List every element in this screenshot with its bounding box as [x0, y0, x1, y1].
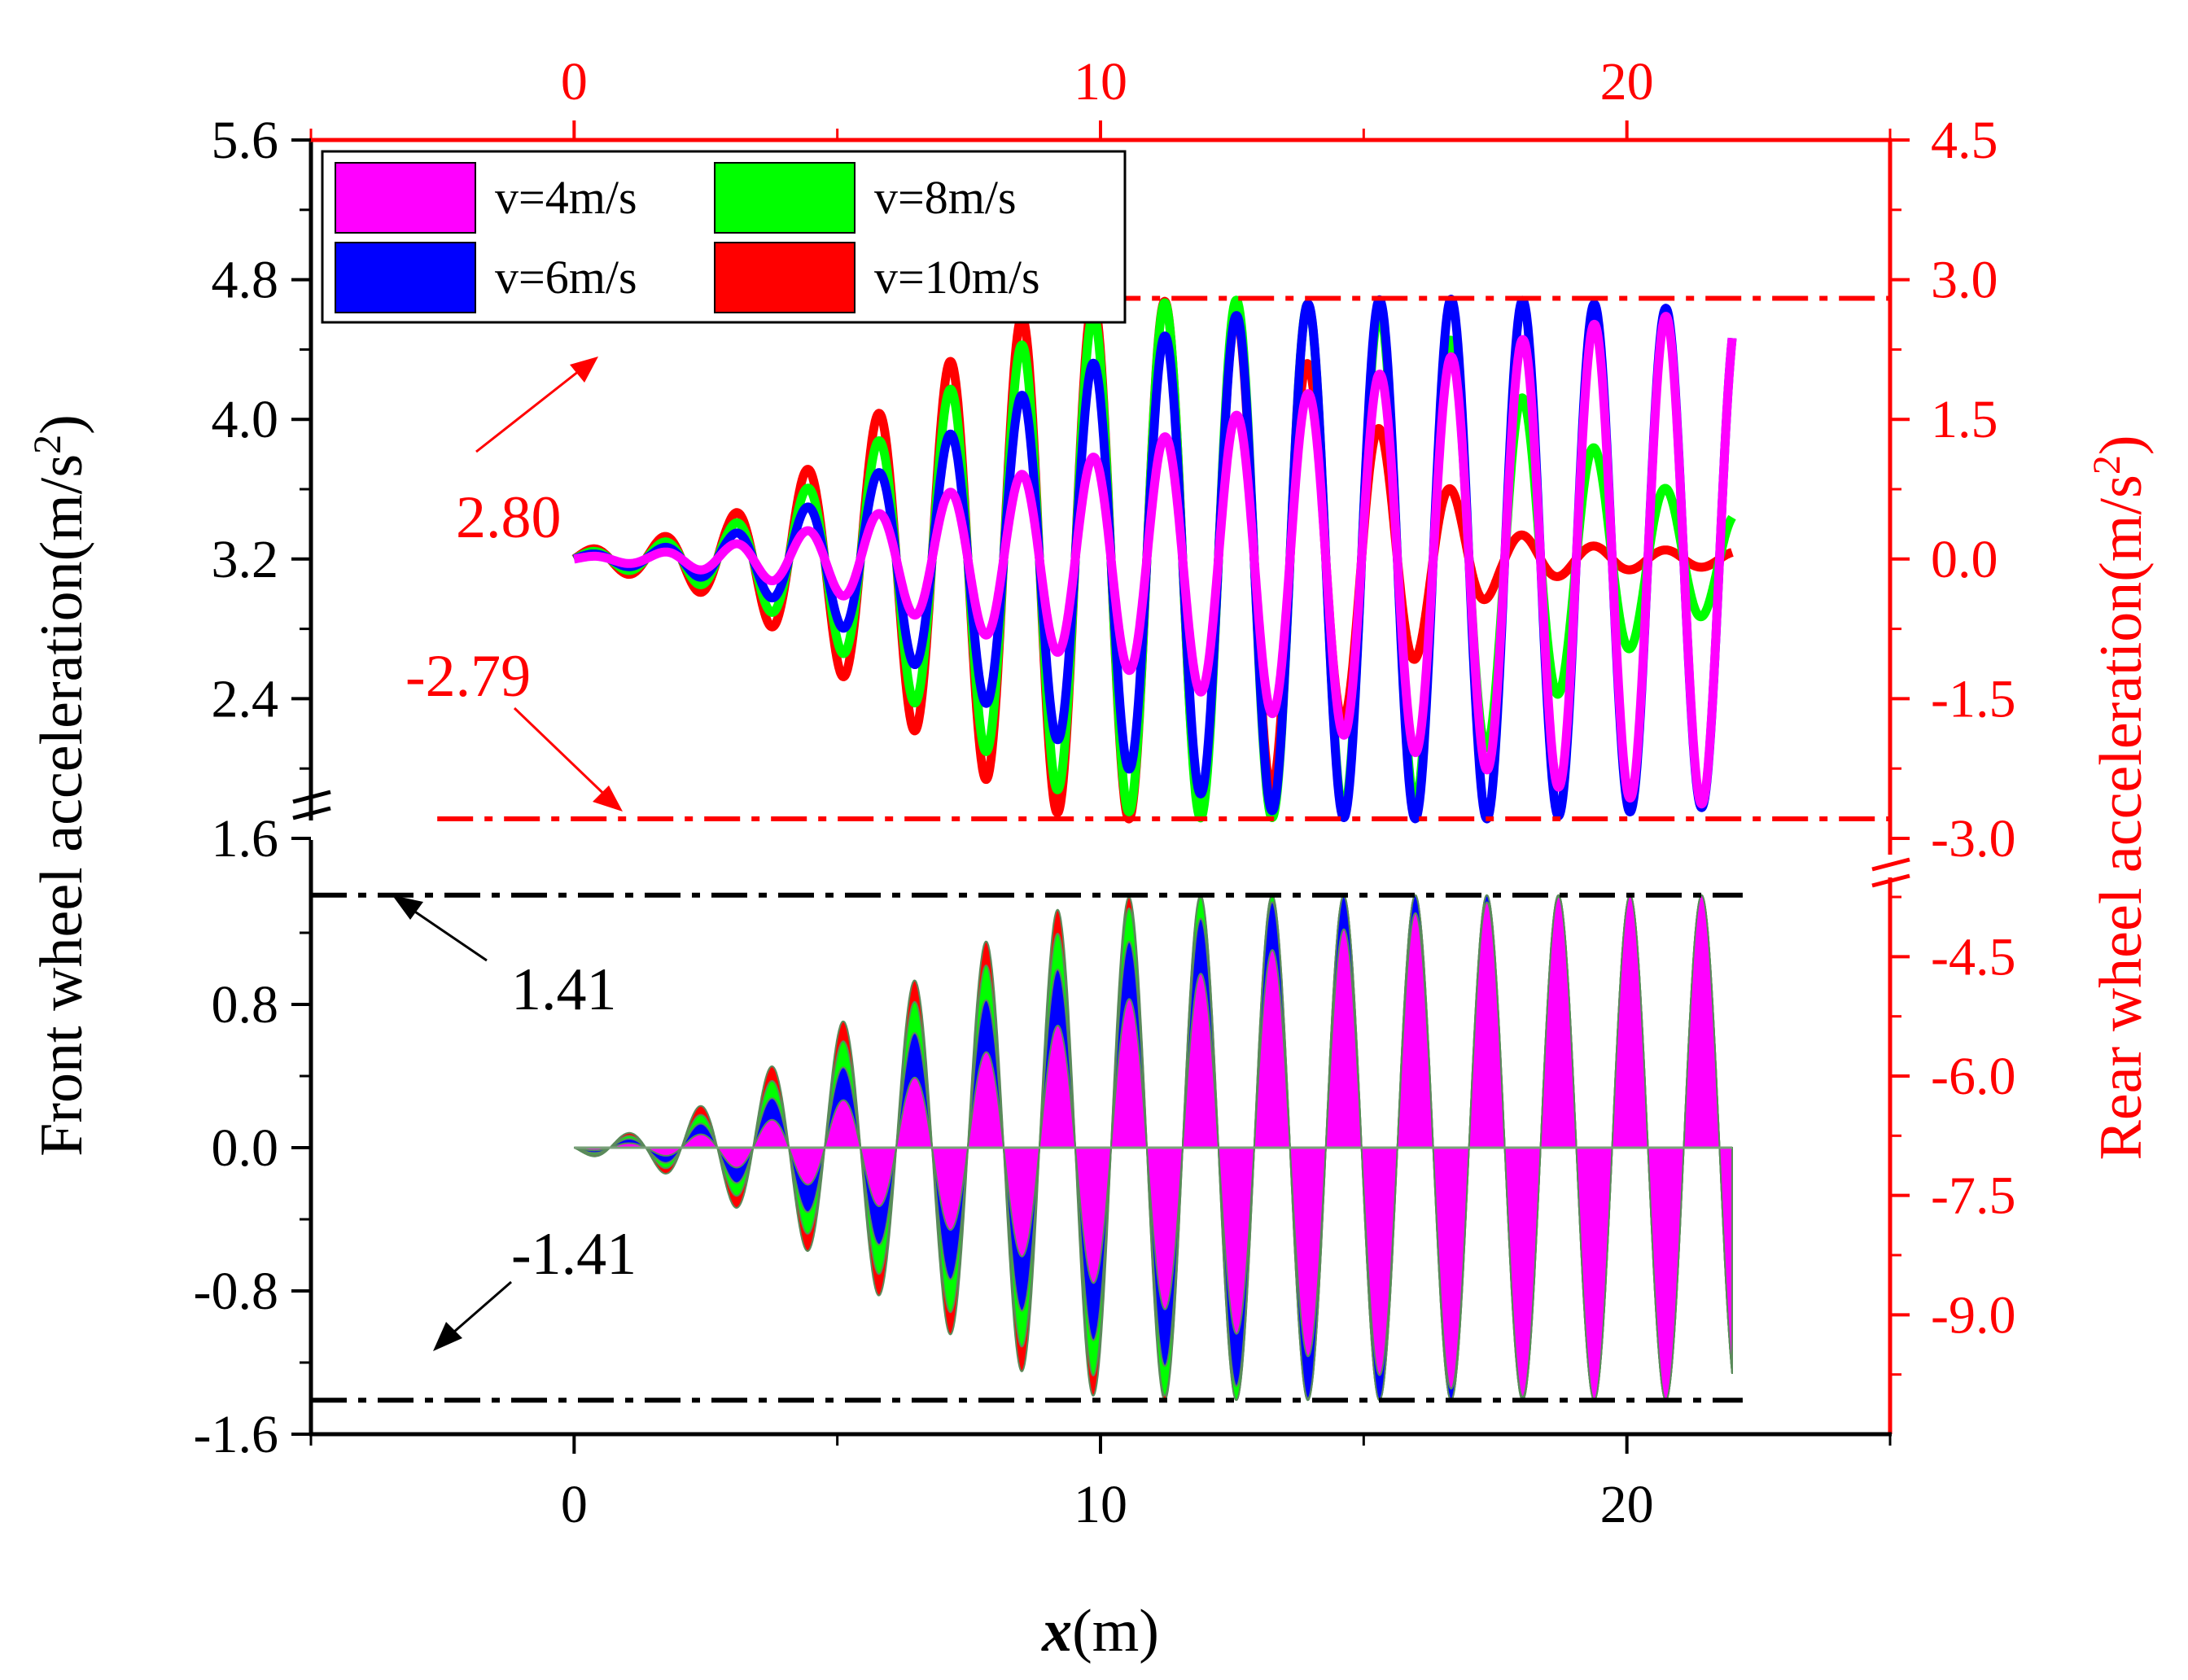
y-right-tick-label-lower: -7.5 — [1931, 1166, 2015, 1226]
annotations: 2.80 -2.79 1.41 -1.41 — [392, 357, 637, 1351]
legend: v=4m/s v=8m/s v=6m/s v=10m/s — [321, 150, 1127, 324]
reference-lines — [311, 295, 1890, 1403]
x-axis-unit: (m) — [1072, 1598, 1159, 1665]
right-axis-title-close: ) — [2088, 435, 2155, 456]
x-tick-label-top: 0 — [561, 52, 588, 112]
arrowhead-lower-max — [392, 895, 423, 920]
y-right-tick-label-upper: 4.5 — [1931, 111, 1998, 170]
legend-swatch-v8 — [714, 162, 856, 234]
y-left-tick-label-upper: 4.8 — [212, 251, 279, 310]
y-right-tick-label-upper: 1.5 — [1931, 390, 1998, 449]
x-axis-variable: x — [1041, 1598, 1072, 1665]
arrowhead-upper-min — [593, 785, 623, 812]
y-left-tick-label-upper: 1.6 — [212, 809, 279, 868]
y-right-tick-label-lower: -4.5 — [1931, 927, 2015, 987]
legend-swatch-v6 — [335, 242, 476, 313]
arrow-upper-min — [513, 707, 616, 806]
right-axis-break-mark — [1871, 857, 1910, 872]
left-axis-title-text: Front wheel acceleration(m/s — [28, 454, 95, 1157]
y-left-tick-label-lower: -0.8 — [194, 1262, 278, 1321]
right-axis-title: Rear wheel acceleration(m/s2) — [2085, 435, 2155, 1161]
arrowhead-lower-min — [433, 1322, 462, 1351]
y-right-tick-label-upper: -3.0 — [1931, 809, 2015, 868]
legend-label-v10: v=10m/s — [874, 251, 1040, 304]
x-tick-label-top: 10 — [1074, 52, 1127, 112]
y-left-tick-label-lower: 0.0 — [212, 1118, 279, 1178]
y-left-tick-label-upper: 4.0 — [212, 390, 279, 449]
y-left-tick-label-lower: -1.6 — [194, 1405, 278, 1464]
annotation-upper-max: 2.80 — [456, 484, 562, 551]
legend-label-v6: v=6m/s — [495, 251, 637, 304]
upper-panel-data — [570, 295, 1737, 824]
right-axis-title-sup: 2 — [2085, 455, 2129, 475]
arrow-upper-max — [475, 361, 591, 453]
annotation-lower-max: 1.41 — [511, 956, 617, 1023]
left-axis-title: Front wheel acceleration(m/s2) — [26, 414, 95, 1157]
y-left-tick-label-upper: 2.4 — [212, 669, 279, 728]
legend-swatch-v4 — [335, 162, 476, 234]
y-right-tick-label-lower: -6.0 — [1931, 1047, 2015, 1106]
y-right-tick-label-lower: -9.0 — [1931, 1285, 2015, 1345]
legend-label-v8: v=8m/s — [874, 171, 1017, 224]
annotation-lower-min: -1.41 — [511, 1221, 637, 1288]
left-axis-title-close: ) — [28, 414, 95, 435]
y-left-tick-label-upper: 5.6 — [212, 111, 279, 170]
y-right-tick-label-upper: 0.0 — [1931, 530, 1998, 589]
y-left-tick-label-lower: 0.8 — [212, 975, 279, 1035]
right-axis-break-mark — [1871, 873, 1910, 888]
x-tick-label-bottom: 10 — [1074, 1475, 1127, 1534]
x-axis-title: x(m) — [1041, 1598, 1159, 1665]
y-left-tick-label-upper: 3.2 — [212, 530, 279, 589]
lower-panel-data — [573, 894, 1733, 1402]
right-axis-title-text: Rear wheel acceleration(m/s — [2088, 475, 2155, 1160]
x-tick-label-bottom: 0 — [561, 1475, 588, 1534]
legend-swatch-v10 — [714, 242, 856, 313]
series-upper-v=8m/s — [570, 295, 1736, 823]
legend-label-v4: v=4m/s — [495, 171, 637, 224]
y-right-tick-label-upper: -1.5 — [1931, 669, 2015, 728]
arrowhead-upper-max — [570, 357, 598, 383]
left-axis-break-mark — [292, 790, 331, 804]
x-tick-label-top: 20 — [1600, 52, 1654, 112]
annotation-upper-min: -2.79 — [405, 643, 531, 710]
y-right-tick-label-upper: 3.0 — [1931, 251, 1998, 310]
series-upper-v=4m/s — [570, 312, 1737, 809]
left-axis-break-mark — [292, 806, 331, 820]
x-tick-label-bottom: 20 — [1600, 1475, 1654, 1534]
ticks: 0 0 10 10 20 20 1.6 2.4 3.2 4.0 4.8 5.6 -1.6 -0.8 0.0 0… — [194, 52, 2016, 1534]
left-axis-title-sup: 2 — [26, 435, 69, 454]
